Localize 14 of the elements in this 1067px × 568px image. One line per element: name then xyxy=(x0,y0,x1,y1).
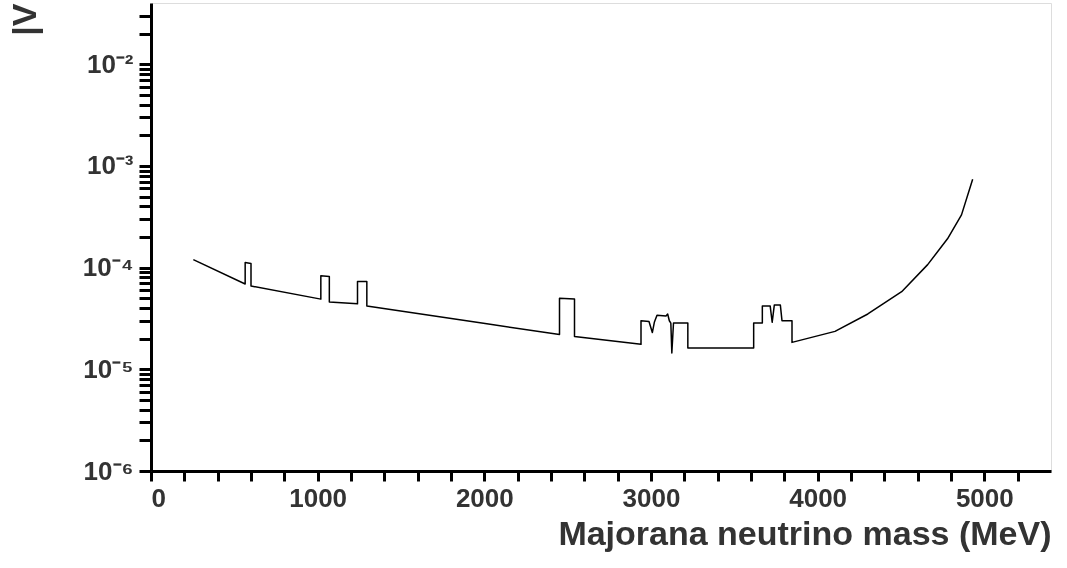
y-axis-title: |V xyxy=(4,3,43,36)
y-tick-label: 10⁻³ xyxy=(86,150,134,181)
x-tick-label: 4000 xyxy=(789,482,848,513)
y-tick-label: 10⁻⁵ xyxy=(83,353,134,384)
x-tick-label: 5000 xyxy=(955,482,1014,513)
y-tick-label: 10⁻⁴ xyxy=(82,252,134,283)
x-tick-label: 2000 xyxy=(455,482,514,513)
line-series xyxy=(192,178,974,354)
x-tick-label: 0 xyxy=(151,482,166,513)
x-axis-title: Majorana neutrino mass (MeV) xyxy=(558,513,1052,552)
y-tick-label: 10⁻⁶ xyxy=(83,455,134,486)
y-tick-label: 10⁻² xyxy=(86,48,134,79)
x-tick-label: 1000 xyxy=(289,482,348,513)
x-tick-label: 3000 xyxy=(622,482,681,513)
